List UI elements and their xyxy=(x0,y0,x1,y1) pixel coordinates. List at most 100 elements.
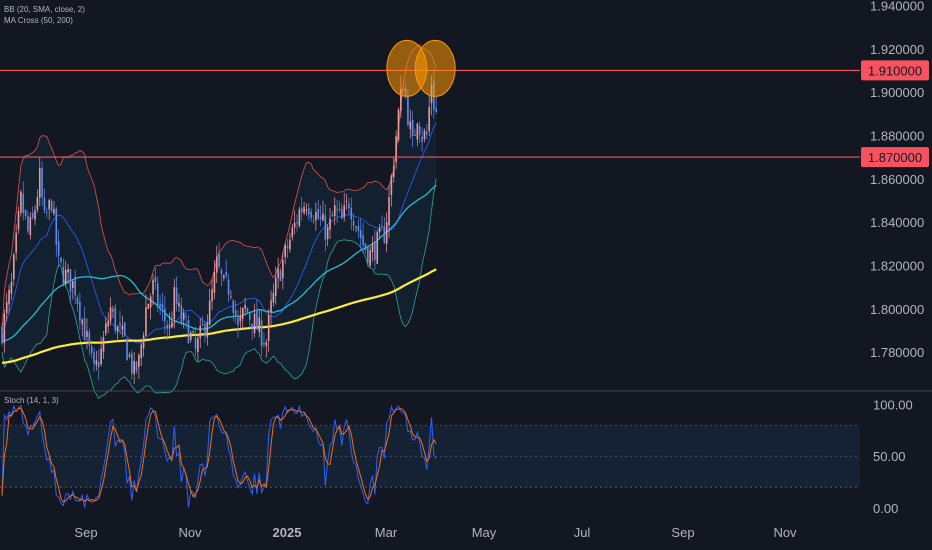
candle xyxy=(371,236,374,262)
candle-body xyxy=(83,318,86,341)
candle-body xyxy=(147,303,150,309)
time-tick-label: 2025 xyxy=(273,525,302,540)
bb-indicator-label[interactable]: BB (20, SMA, close, 2) xyxy=(4,5,85,14)
candle xyxy=(227,273,230,303)
candle xyxy=(326,223,329,247)
stoch-indicator-label[interactable]: Stoch (14, 1, 3) xyxy=(4,396,59,405)
candle xyxy=(159,294,161,316)
candle xyxy=(308,202,310,221)
candle xyxy=(164,295,166,334)
candle-body xyxy=(128,354,131,357)
candle xyxy=(310,208,312,222)
candle xyxy=(194,326,197,357)
candle-body xyxy=(258,317,261,332)
candle-body xyxy=(109,307,112,321)
candle xyxy=(86,318,88,350)
candle xyxy=(289,233,291,253)
candle-body xyxy=(284,245,286,258)
candle xyxy=(76,294,79,312)
stoch-axis[interactable]: 100.00 50.00 0.00 xyxy=(873,397,913,516)
candle-body xyxy=(149,296,152,308)
candle xyxy=(355,225,357,233)
highlight-circle xyxy=(414,39,456,97)
candle xyxy=(298,206,301,228)
stoch-tick-label: 0.00 xyxy=(873,501,898,516)
candle-body xyxy=(41,168,43,197)
candle xyxy=(324,204,327,252)
candle-body xyxy=(187,320,190,344)
candle-body xyxy=(267,315,270,341)
candle xyxy=(206,314,209,346)
candle-body xyxy=(20,191,22,213)
candle xyxy=(279,267,282,282)
candle xyxy=(414,128,416,136)
candle xyxy=(199,318,202,349)
time-tick-label: Mar xyxy=(375,525,398,540)
candle-body xyxy=(265,342,268,346)
candle-body xyxy=(260,320,263,347)
candle-body xyxy=(107,320,109,327)
candle-body xyxy=(62,266,65,284)
time-tick-label: Nov xyxy=(773,525,797,540)
candle xyxy=(418,121,421,143)
candle xyxy=(182,308,185,329)
candle xyxy=(187,315,190,344)
candle xyxy=(378,223,381,239)
candle xyxy=(197,334,199,362)
candle-body xyxy=(13,254,15,280)
candle-body xyxy=(308,208,310,215)
candle-body xyxy=(48,199,50,210)
price-axis[interactable]: 1.910000 1.870000 1.940000 1.920000 1.900000… xyxy=(861,0,929,360)
candle xyxy=(126,337,128,361)
candle xyxy=(90,343,93,359)
candle xyxy=(140,341,143,367)
candle xyxy=(383,217,386,245)
ma-cross-indicator-label[interactable]: MA Cross (50, 200) xyxy=(4,16,73,25)
candle xyxy=(119,310,121,335)
candle xyxy=(291,223,294,241)
candle xyxy=(411,111,414,148)
candle xyxy=(107,312,109,334)
candle-body xyxy=(10,281,13,294)
candle-body xyxy=(378,227,381,233)
candle-body xyxy=(362,235,364,245)
candle-body xyxy=(171,321,173,328)
candle xyxy=(350,197,353,231)
candle-body xyxy=(31,213,34,218)
candle xyxy=(385,212,388,253)
candle xyxy=(426,123,428,140)
candle-body xyxy=(253,313,256,334)
candle-body xyxy=(135,361,138,372)
candle xyxy=(336,199,338,223)
candle xyxy=(296,214,298,232)
candle-body xyxy=(126,338,128,361)
candle-body xyxy=(381,225,383,228)
candle xyxy=(50,198,53,213)
time-axis[interactable]: Sep Nov 2025 Mar May Jul Sep Nov xyxy=(74,525,797,540)
candle xyxy=(263,332,265,349)
candle-body xyxy=(197,338,199,353)
candle xyxy=(241,307,244,329)
candle-body xyxy=(390,175,393,196)
candle-body xyxy=(34,210,36,220)
candle-body xyxy=(230,296,232,298)
time-tick-label: Sep xyxy=(74,525,97,540)
candle xyxy=(166,320,168,341)
candle xyxy=(232,299,235,322)
candle-body xyxy=(263,343,265,345)
candle xyxy=(168,312,171,337)
candle-body xyxy=(211,289,213,302)
candle xyxy=(204,321,206,343)
candle-body xyxy=(310,211,312,219)
price-tick-label: 1.880000 xyxy=(870,128,924,143)
candle xyxy=(43,188,46,214)
candle xyxy=(10,273,13,300)
candle-body xyxy=(24,209,27,217)
candle-body xyxy=(303,206,305,214)
candle-body xyxy=(350,207,353,220)
candle xyxy=(79,292,81,330)
candle-body xyxy=(133,360,135,375)
candle xyxy=(277,257,279,289)
candle-body xyxy=(352,221,355,226)
candle xyxy=(1,323,3,347)
